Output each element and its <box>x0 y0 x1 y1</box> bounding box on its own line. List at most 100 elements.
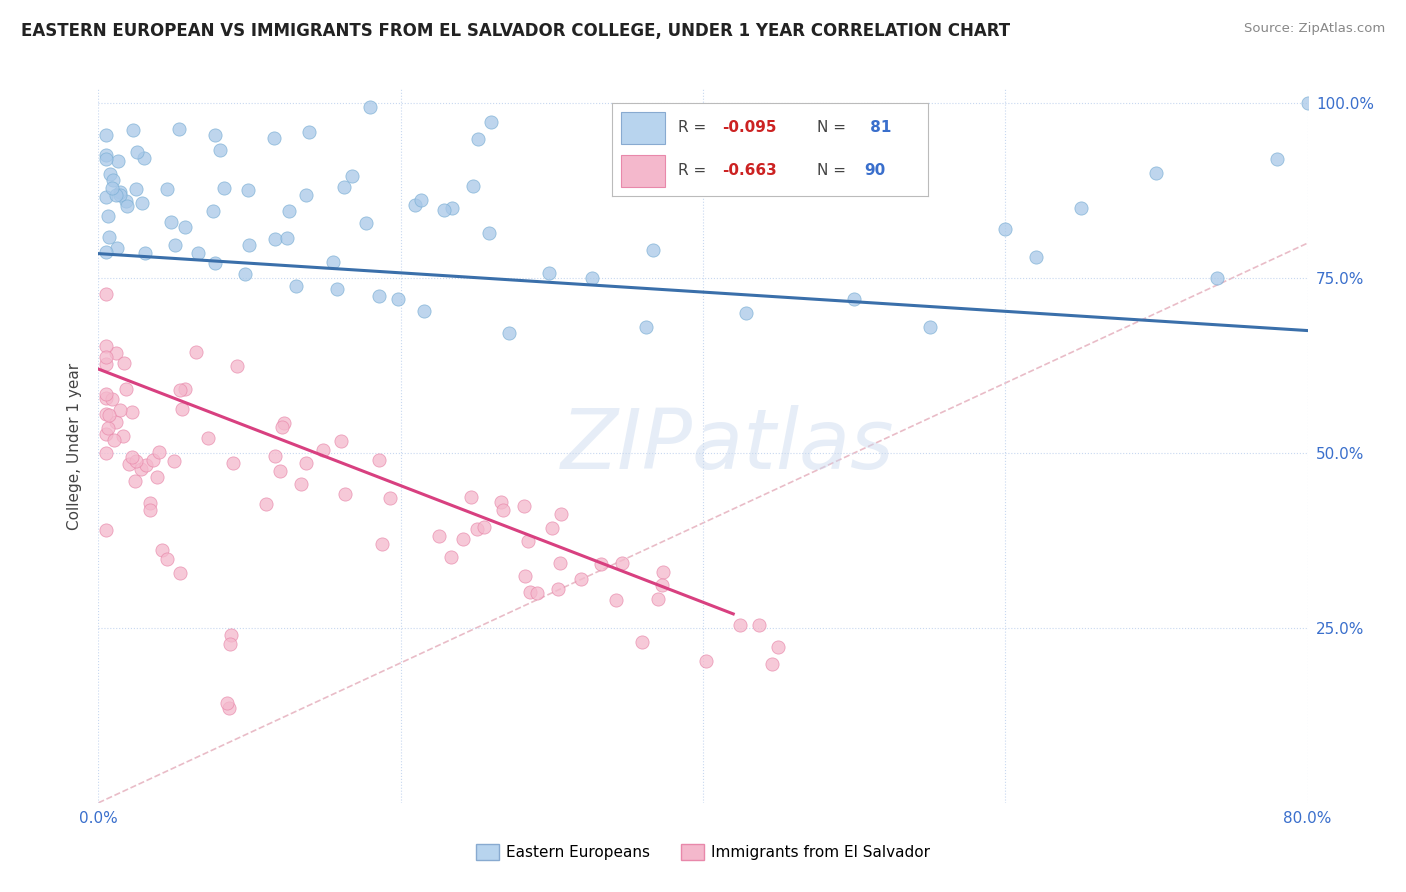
Point <box>139 495 162 509</box>
Point <box>97 209 120 223</box>
Point <box>634 320 657 334</box>
Point <box>360 100 382 114</box>
Point <box>440 549 463 564</box>
Point <box>94 339 117 353</box>
Point <box>131 196 153 211</box>
Point <box>641 243 664 257</box>
Point <box>110 186 132 200</box>
Point <box>513 569 536 583</box>
Point <box>94 152 117 166</box>
Point <box>94 357 117 371</box>
Text: 90: 90 <box>865 163 886 178</box>
Point <box>173 382 195 396</box>
Point <box>132 151 155 165</box>
Point <box>121 405 143 419</box>
Point <box>368 453 391 467</box>
Text: Source: ZipAtlas.com: Source: ZipAtlas.com <box>1244 22 1385 36</box>
Point <box>766 640 789 655</box>
Point <box>1070 201 1092 215</box>
Point <box>156 181 179 195</box>
Point <box>114 194 136 208</box>
Point <box>498 326 520 340</box>
Point <box>125 453 148 467</box>
Point <box>370 537 392 551</box>
Point <box>290 477 312 491</box>
Point <box>225 359 247 374</box>
Point <box>472 519 495 533</box>
Point <box>612 556 634 570</box>
Point <box>631 635 654 649</box>
Point <box>844 292 866 306</box>
Point <box>335 487 357 501</box>
Point <box>322 255 344 269</box>
Point <box>404 198 426 212</box>
Point <box>295 187 318 202</box>
Point <box>516 533 538 548</box>
Point <box>761 657 783 672</box>
Point <box>156 552 179 566</box>
Point <box>491 503 513 517</box>
Point <box>163 238 186 252</box>
Point <box>97 421 120 435</box>
Point <box>127 145 149 159</box>
Point <box>114 382 136 396</box>
Point <box>342 169 364 183</box>
Point <box>122 122 145 136</box>
Point <box>121 450 143 464</box>
Point <box>1386 341 1406 355</box>
Point <box>222 456 245 470</box>
Point <box>378 491 401 505</box>
Point <box>479 115 502 129</box>
Text: 81: 81 <box>865 120 891 136</box>
Point <box>526 585 548 599</box>
Point <box>167 121 190 136</box>
Point <box>367 289 389 303</box>
Point <box>215 696 238 710</box>
Point <box>169 383 191 397</box>
Point <box>94 128 117 143</box>
Point <box>105 346 128 360</box>
Point <box>747 618 769 632</box>
Point <box>94 427 117 442</box>
Point <box>489 495 512 509</box>
Point <box>453 532 475 546</box>
Text: -0.095: -0.095 <box>723 120 778 136</box>
Point <box>94 407 117 421</box>
Point <box>326 281 349 295</box>
Point <box>94 286 117 301</box>
Point <box>197 432 219 446</box>
Point <box>135 458 157 472</box>
Point <box>146 470 169 484</box>
Point <box>460 490 482 504</box>
Point <box>159 215 181 229</box>
Point <box>204 255 226 269</box>
Point <box>270 420 292 434</box>
Point <box>139 502 162 516</box>
Point <box>1206 271 1229 285</box>
Point <box>994 222 1017 236</box>
Point <box>187 245 209 260</box>
Point <box>98 167 121 181</box>
Point <box>1144 166 1167 180</box>
Text: R =: R = <box>678 120 711 136</box>
Point <box>263 232 285 246</box>
Point <box>105 241 128 255</box>
Point <box>169 566 191 580</box>
Point <box>218 701 240 715</box>
Point <box>284 279 307 293</box>
Point <box>94 245 117 260</box>
Point <box>695 654 717 668</box>
Legend: Eastern Europeans, Immigrants from El Salvador: Eastern Europeans, Immigrants from El Sa… <box>470 838 936 866</box>
Point <box>387 292 409 306</box>
Point <box>547 582 569 597</box>
Point <box>652 566 675 580</box>
Point <box>208 143 231 157</box>
Point <box>277 204 299 219</box>
Point <box>605 592 627 607</box>
Point <box>124 475 146 489</box>
Point <box>101 173 124 187</box>
Point <box>273 416 295 430</box>
Point <box>478 226 501 240</box>
Point <box>312 442 335 457</box>
Point <box>354 216 377 230</box>
